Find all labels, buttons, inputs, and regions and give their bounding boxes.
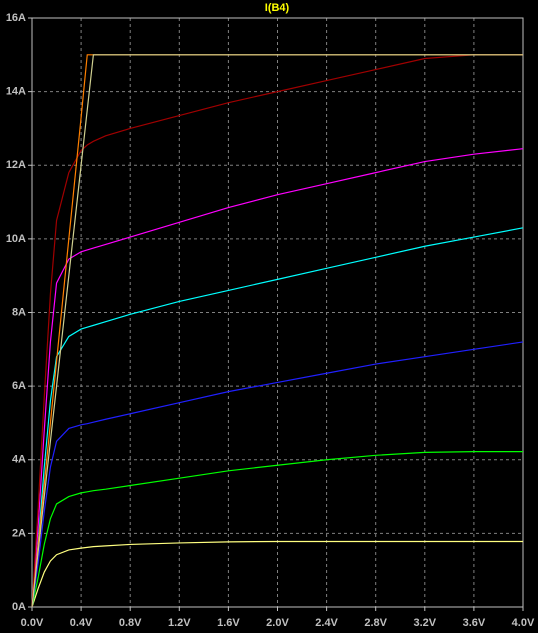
x-tick-label: 3.6V <box>463 617 486 629</box>
x-tick-label: 2.4V <box>315 617 338 629</box>
x-tick-label: 1.6V <box>217 617 240 629</box>
chart-title: I(B4) <box>265 2 290 14</box>
series-line <box>31 540 523 608</box>
y-tick-label: 14A <box>6 86 26 98</box>
x-tick-label: 1.2V <box>168 617 191 629</box>
y-tick-label: 16A <box>6 12 26 24</box>
x-tick-label: 2.8V <box>364 617 387 629</box>
y-tick-label: 2A <box>12 527 26 539</box>
x-tick-label: 0.8V <box>119 617 142 629</box>
y-tick-label: 6A <box>12 380 26 392</box>
series-line <box>31 54 523 608</box>
x-tick-label: 2.0V <box>266 617 289 629</box>
y-tick-label: 0A <box>12 601 26 613</box>
plot-border <box>31 17 524 608</box>
series-line <box>31 54 523 608</box>
series-line <box>31 148 524 608</box>
series-line <box>31 341 524 608</box>
y-tick-label: 8A <box>12 306 26 318</box>
series-line <box>31 227 524 608</box>
y-tick-label: 10A <box>6 233 26 245</box>
y-tick-label: 12A <box>6 159 26 171</box>
x-tick-label: 0.0V <box>21 617 44 629</box>
y-tick-label: 4A <box>12 454 26 466</box>
x-tick-label: 4.0V <box>512 617 535 629</box>
series-line <box>31 451 523 608</box>
x-tick-label: 0.4V <box>70 617 93 629</box>
x-tick-label: 3.2V <box>413 617 436 629</box>
